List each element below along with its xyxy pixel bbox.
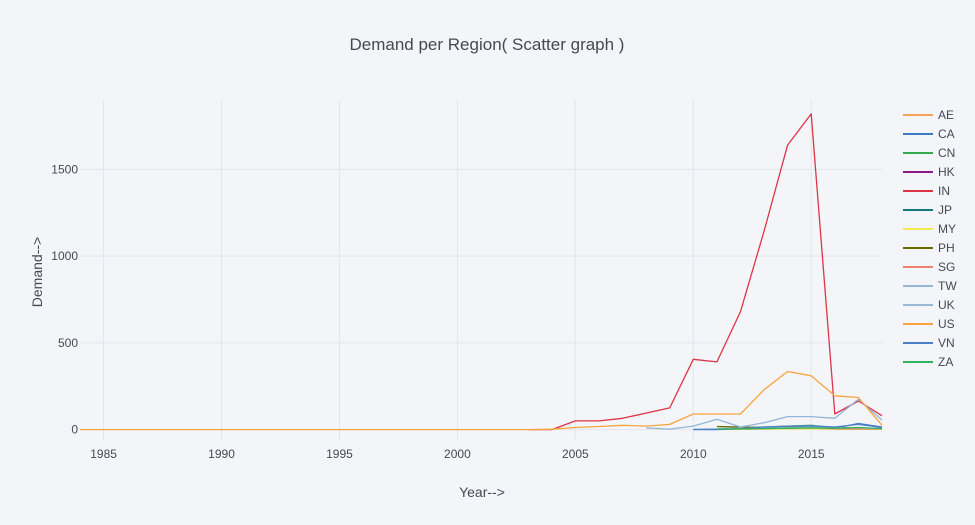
x-tick-label: 2010	[680, 447, 707, 461]
legend-item-jp[interactable]: JP	[903, 203, 952, 217]
legend-item-us[interactable]: US	[903, 317, 955, 331]
x-axis-ticks: 1985 1990 1995 2000 2005 2010 2015	[90, 447, 825, 461]
legend-item-tw[interactable]: TW	[903, 279, 957, 293]
legend-label: ZA	[938, 355, 953, 369]
legend-label: JP	[938, 203, 952, 217]
series-line-in	[528, 113, 883, 431]
legend-item-sg[interactable]: SG	[903, 260, 955, 274]
legend-item-uk[interactable]: UK	[903, 298, 955, 312]
y-tick-label: 0	[71, 423, 78, 437]
legend-item-ph[interactable]: PH	[903, 241, 955, 255]
series-line-tw	[646, 398, 883, 430]
legend-label: CA	[938, 127, 955, 141]
legend-label: UK	[938, 298, 955, 312]
x-axis-title: Year-->	[459, 484, 505, 500]
x-tick-label: 2005	[562, 447, 589, 461]
x-tick-label: 2000	[444, 447, 471, 461]
legend-label: MY	[938, 222, 956, 236]
legend-item-hk[interactable]: HK	[903, 165, 955, 179]
chart-title: Demand per Region( Scatter graph )	[350, 35, 625, 54]
y-tick-label: 1000	[51, 249, 78, 263]
y-tick-label: 500	[58, 336, 78, 350]
legend-label: AE	[938, 108, 954, 122]
legend-item-vn[interactable]: VN	[903, 336, 955, 350]
series-line-za	[716, 426, 883, 430]
legend-label: VN	[938, 336, 955, 350]
legend-label: CN	[938, 146, 955, 160]
legend: AE CA CN HK IN JP MY PH SG TW UK US VN ZA	[903, 108, 957, 369]
legend-item-ca[interactable]: CA	[903, 127, 955, 141]
x-tick-label: 1995	[326, 447, 353, 461]
legend-item-cn[interactable]: CN	[903, 146, 955, 160]
plot-area	[80, 113, 883, 431]
legend-item-ae[interactable]: AE	[903, 108, 954, 122]
legend-label: SG	[938, 260, 955, 274]
legend-label: IN	[938, 184, 950, 198]
grid	[80, 100, 882, 440]
legend-item-in[interactable]: IN	[903, 184, 950, 198]
legend-label: PH	[938, 241, 955, 255]
y-axis-ticks: 0 500 1000 1500	[51, 162, 78, 436]
legend-label: HK	[938, 165, 955, 179]
legend-label: TW	[938, 279, 957, 293]
y-axis-title: Demand-->	[29, 237, 45, 307]
x-tick-label: 1985	[90, 447, 117, 461]
legend-item-my[interactable]: MY	[903, 222, 956, 236]
legend-item-za[interactable]: ZA	[903, 355, 953, 369]
x-tick-label: 1990	[208, 447, 235, 461]
series-line-us	[80, 370, 883, 431]
legend-label: US	[938, 317, 955, 331]
x-tick-label: 2015	[798, 447, 825, 461]
y-tick-label: 1500	[51, 162, 78, 176]
